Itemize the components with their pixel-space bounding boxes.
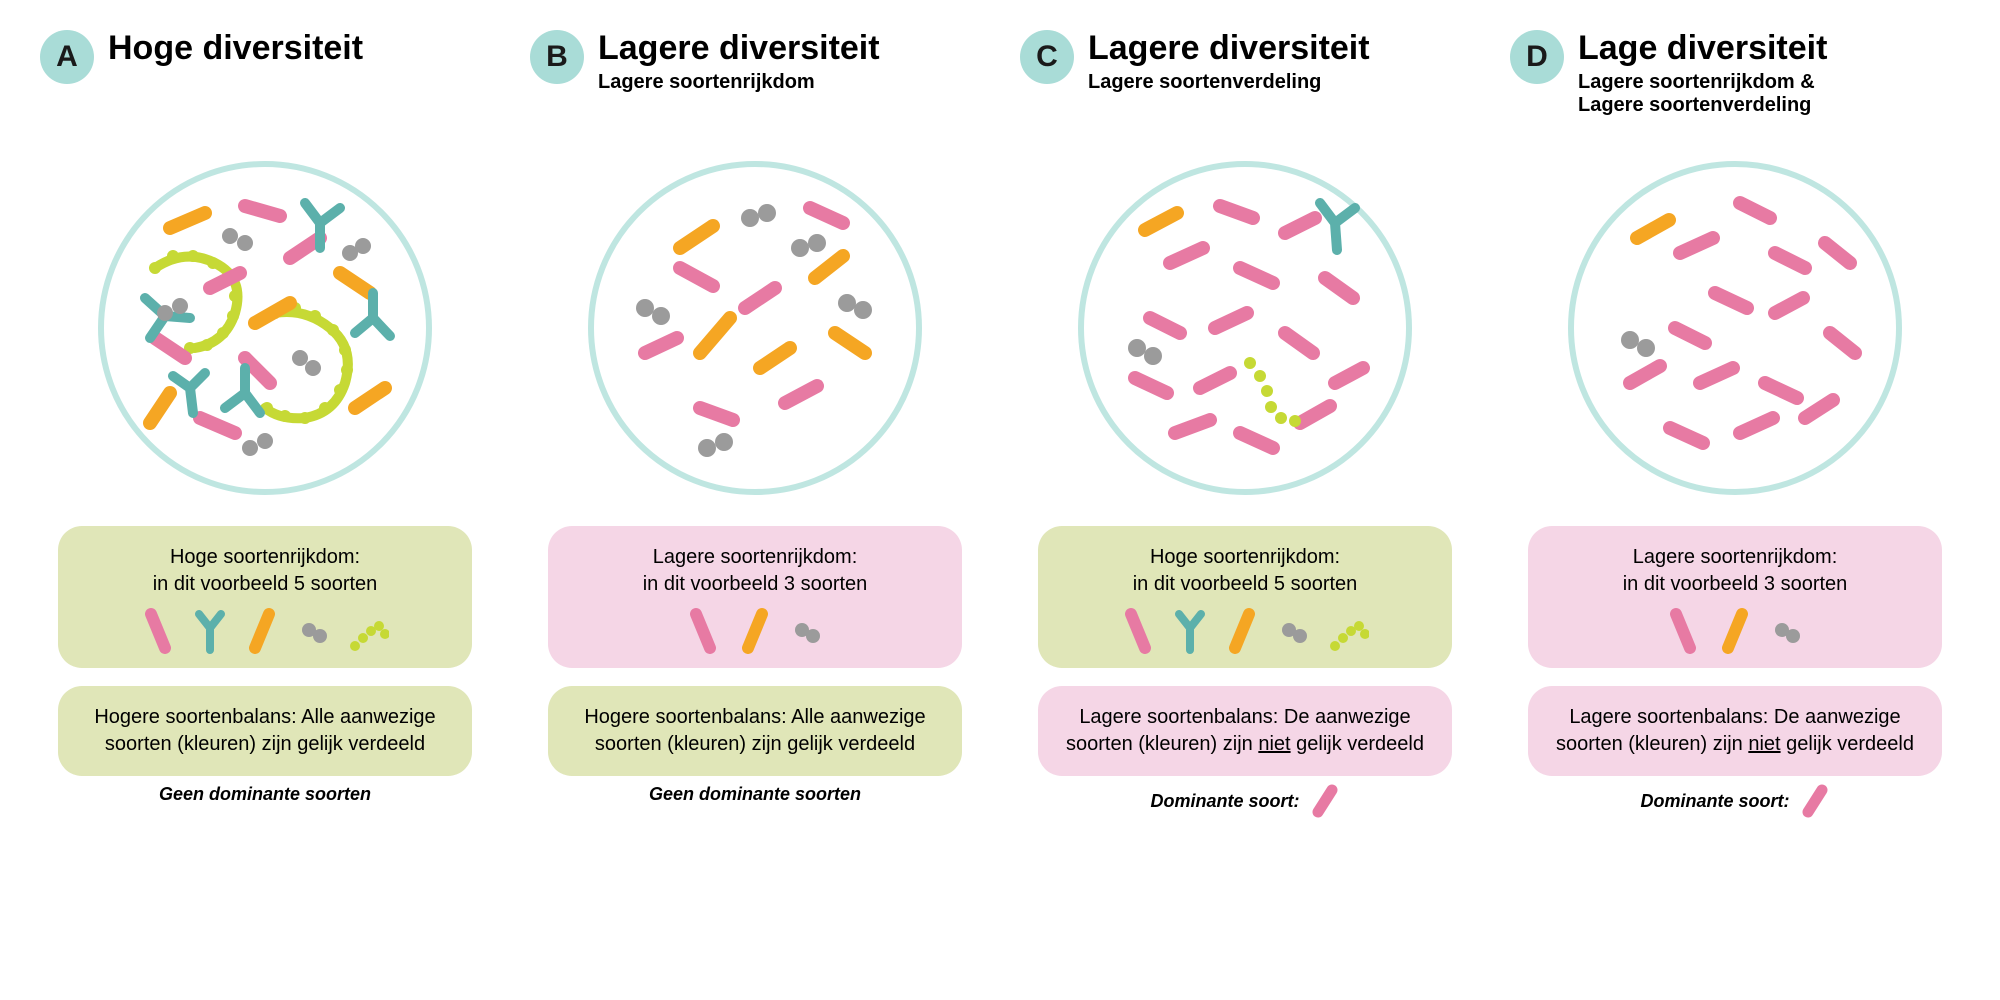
panel-title: Lagere diversiteit [598, 30, 880, 67]
balance-line3: zijn gelijk verdeeld [752, 733, 915, 755]
orange-rod-icon [1718, 606, 1752, 654]
lime-chain-icon [349, 606, 389, 654]
richness-line2: in dit voorbeeld 3 soorten [1548, 571, 1922, 598]
panel-titles: Lage diversiteit Lagere soortenrijkdom &… [1578, 30, 1827, 117]
balance-line1: Hogere soortenbalans: [94, 706, 296, 728]
richness-box: Hoge soortenrijkdom: in dit voorbeeld 5 … [1038, 526, 1452, 668]
petri-dish-b [585, 158, 925, 498]
gray-coccus-icon [1277, 606, 1311, 654]
dominant-pink-rod-icon [1800, 784, 1830, 818]
panel-badge: C [1020, 30, 1074, 84]
panel-header: D Lage diversiteit Lagere soortenrijkdom… [1510, 30, 1960, 140]
footnote-text: Geen dominante soorten [159, 784, 371, 805]
orange-rod-icon [738, 606, 772, 654]
panel-title: Lage diversiteit [1578, 30, 1827, 67]
petri-dish-d [1565, 158, 1905, 498]
pink-rod-icon [1121, 606, 1155, 654]
panel-badge: B [530, 30, 584, 84]
richness-line1: Hoge soortenrijkdom: [78, 544, 452, 571]
panel-badge: D [1510, 30, 1564, 84]
species-icon-row [78, 606, 452, 654]
orange-rod-icon [245, 606, 279, 654]
balance-line1: Lagere soortenbalans: [1079, 706, 1278, 728]
species-icon-row [568, 606, 942, 654]
pink-rod-icon [686, 606, 720, 654]
richness-box: Hoge soortenrijkdom: in dit voorbeeld 5 … [58, 526, 472, 668]
balance-box: Hogere soortenbalans: Alle aanwezige soo… [58, 686, 472, 776]
species-icon-row [1548, 606, 1922, 654]
balance-box: Hogere soortenbalans: Alle aanwezige soo… [548, 686, 962, 776]
petri-dish-c [1075, 158, 1415, 498]
panel-badge: A [40, 30, 94, 84]
dish-wrap [40, 158, 490, 498]
teal-y-icon [1173, 606, 1207, 654]
panel-titles: Lagere diversiteit Lagere soortenverdeli… [1088, 30, 1370, 94]
footnote: Dominante soort: [1150, 784, 1339, 818]
footnote-text: Geen dominante soorten [649, 784, 861, 805]
petri-dish-a [95, 158, 435, 498]
panel-b: B Lagere diversiteit Lagere soortenrijkd… [530, 30, 980, 818]
pink-rod-icon [1666, 606, 1700, 654]
orange-rod-icon [1225, 606, 1259, 654]
panel-title: Lagere diversiteit [1088, 30, 1370, 67]
panel-titles: Lagere diversiteit Lagere soortenrijkdom [598, 30, 880, 94]
balance-line3: zijn niet gelijk verdeeld [1223, 733, 1424, 755]
footnote: Geen dominante soorten [159, 784, 371, 805]
species-icon-row [1058, 606, 1432, 654]
pink-rod-icon [141, 606, 175, 654]
panel-titles: Hoge diversiteit [108, 30, 363, 71]
richness-line2: in dit voorbeeld 3 soorten [568, 571, 942, 598]
dish-wrap [1510, 158, 1960, 498]
panel-subtitle: Lagere soortenrijkdom & Lagere soortenve… [1578, 71, 1827, 117]
panel-a: A Hoge diversiteit [40, 30, 490, 818]
richness-line1: Hoge soortenrijkdom: [1058, 544, 1432, 571]
richness-line1: Lagere soortenrijkdom: [1548, 544, 1922, 571]
dish-wrap [1020, 158, 1470, 498]
richness-line2: in dit voorbeeld 5 soorten [1058, 571, 1432, 598]
balance-line3: zijn niet gelijk verdeeld [1713, 733, 1914, 755]
panel-header: C Lagere diversiteit Lagere soortenverde… [1020, 30, 1470, 140]
richness-box: Lagere soortenrijkdom: in dit voorbeeld … [548, 526, 962, 668]
footnote: Geen dominante soorten [649, 784, 861, 805]
richness-line2: in dit voorbeeld 5 soorten [78, 571, 452, 598]
balance-box: Lagere soortenbalans: De aanwezige soort… [1038, 686, 1452, 776]
panel-c: C Lagere diversiteit Lagere soortenverde… [1020, 30, 1470, 818]
panel-d: D Lage diversiteit Lagere soortenrijkdom… [1510, 30, 1960, 818]
diversity-grid: A Hoge diversiteit [40, 30, 1960, 818]
panel-header: A Hoge diversiteit [40, 30, 490, 140]
balance-line3: zijn gelijk verdeeld [262, 733, 425, 755]
gray-coccus-icon [1770, 606, 1804, 654]
footnote: Dominante soort: [1640, 784, 1829, 818]
dish-wrap [530, 158, 980, 498]
balance-box: Lagere soortenbalans: De aanwezige soort… [1528, 686, 1942, 776]
gray-coccus-icon [297, 606, 331, 654]
panel-header: B Lagere diversiteit Lagere soortenrijkd… [530, 30, 980, 140]
footnote-text: Dominante soort: [1640, 791, 1789, 812]
footnote-text: Dominante soort: [1150, 791, 1299, 812]
panel-title: Hoge diversiteit [108, 30, 363, 67]
teal-y-icon [193, 606, 227, 654]
lime-chain-icon [1329, 606, 1369, 654]
panel-subtitle: Lagere soortenrijkdom [598, 71, 880, 94]
dominant-pink-rod-icon [1310, 784, 1340, 818]
balance-line1: Hogere soortenbalans: [584, 706, 786, 728]
richness-box: Lagere soortenrijkdom: in dit voorbeeld … [1528, 526, 1942, 668]
richness-line1: Lagere soortenrijkdom: [568, 544, 942, 571]
balance-line1: Lagere soortenbalans: [1569, 706, 1768, 728]
gray-coccus-icon [790, 606, 824, 654]
panel-subtitle: Lagere soortenverdeling [1088, 71, 1370, 94]
